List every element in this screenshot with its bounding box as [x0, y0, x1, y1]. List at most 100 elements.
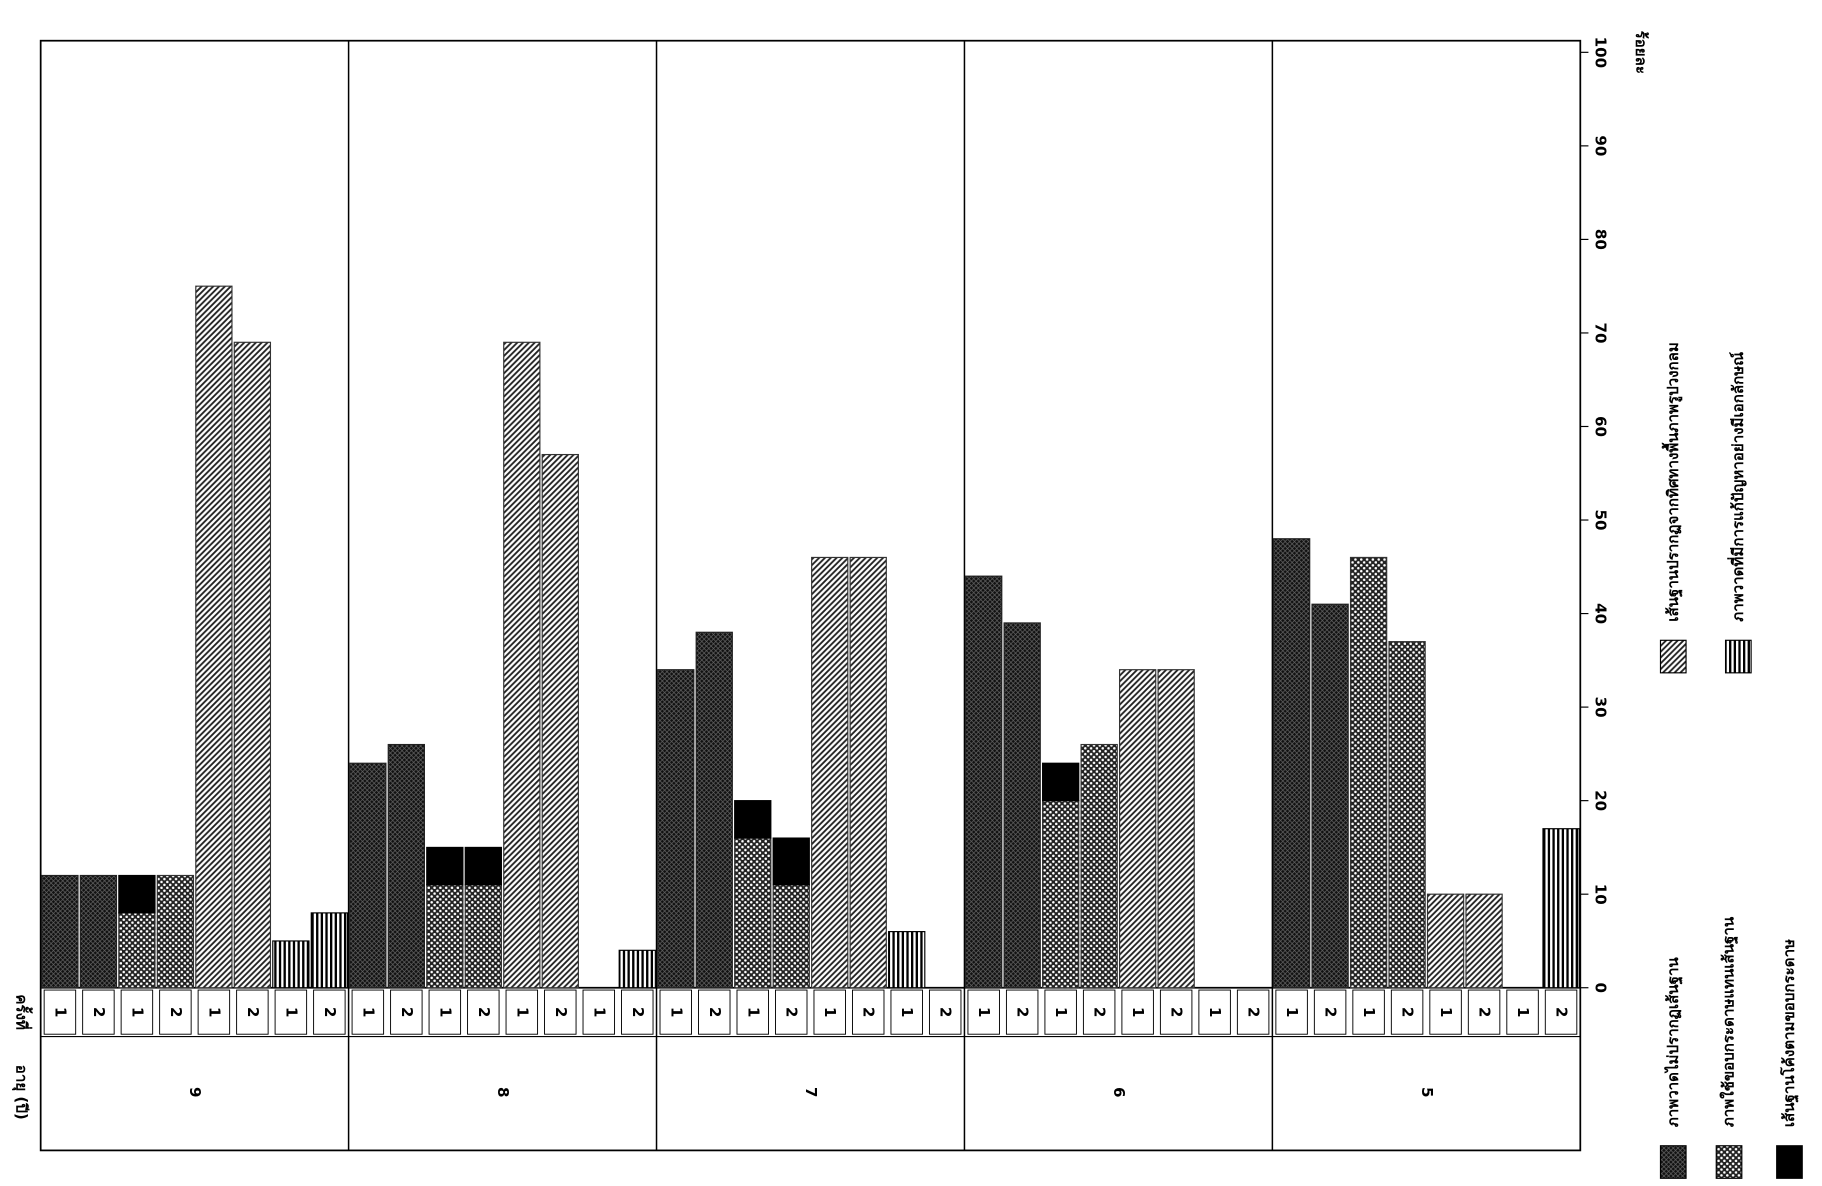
bar [464, 846, 502, 886]
bar [1272, 538, 1311, 989]
time-label: 2 [321, 1007, 339, 1018]
age-header: อายุ (ปี) [11, 1065, 30, 1120]
bar [272, 940, 310, 989]
time-label: 2 [398, 1007, 416, 1018]
time-cell [544, 989, 577, 1035]
y-tick-label: 100 [1592, 37, 1610, 69]
time-cell [43, 989, 77, 1035]
y-tick-label: 20 [1592, 790, 1610, 811]
time-cell [1082, 989, 1116, 1035]
legend-label: ภาพใช้ขอบกระดาษแทนเส้นฐาน [1719, 916, 1739, 1127]
time-cell [698, 989, 731, 1035]
bar [1542, 828, 1580, 989]
bar [426, 884, 464, 989]
legend-label: ภาพวาดไม่ปรากฏเส้นฐาน [1663, 957, 1683, 1128]
bar [387, 743, 425, 989]
time-label: 2 [244, 1007, 262, 1018]
bar [349, 762, 387, 989]
bar [811, 556, 849, 989]
y-axis-label: ร้อยละ [1632, 31, 1650, 74]
y-tick-label: 40 [1592, 603, 1610, 624]
bar [41, 874, 79, 989]
bar [503, 341, 541, 989]
time-label: 1 [1437, 1007, 1455, 1018]
time-label: 1 [975, 1007, 993, 1018]
legend-swatch [1659, 1145, 1687, 1179]
time-cell [851, 989, 885, 1035]
time-label: 1 [1360, 1007, 1378, 1018]
time-cell [1236, 989, 1270, 1035]
time-label: 1 [205, 1007, 223, 1018]
bar [1311, 603, 1349, 989]
time-cell [967, 989, 1000, 1035]
time-label: 1 [1283, 1007, 1301, 1018]
time-label: 1 [744, 1007, 762, 1018]
time-label: 2 [783, 1007, 801, 1018]
bar [695, 631, 733, 989]
time-cell [82, 989, 115, 1035]
time-cell [1044, 989, 1077, 1035]
age-label: 5 [1418, 1087, 1436, 1098]
y-tick-label: 80 [1592, 229, 1610, 250]
age-label: 6 [1110, 1087, 1128, 1098]
bar [1118, 669, 1157, 989]
time-label: 1 [1514, 1007, 1532, 1018]
bar [1349, 556, 1388, 989]
time-label: 1 [51, 1007, 69, 1018]
time-cell [1275, 989, 1308, 1035]
plot-frame [39, 39, 1582, 1152]
bar [734, 800, 772, 839]
bar [1465, 893, 1503, 989]
bar [734, 837, 772, 989]
legend-swatch [1659, 639, 1687, 674]
time-cell [1159, 989, 1193, 1035]
y-tick-label: 30 [1592, 697, 1610, 718]
age-label: 9 [186, 1087, 204, 1098]
time-label: 2 [1014, 1007, 1032, 1018]
time-cell [1198, 989, 1231, 1035]
time-cell [197, 989, 231, 1035]
time-label: 1 [821, 1007, 839, 1018]
time-label: 1 [1052, 1007, 1070, 1018]
bar [310, 912, 349, 989]
time-cell [659, 989, 692, 1035]
time-label: 1 [590, 1007, 608, 1018]
time-label: 1 [667, 1007, 685, 1018]
bar [195, 285, 233, 989]
age-label: 7 [802, 1087, 820, 1098]
time-label: 2 [706, 1007, 724, 1018]
bar [657, 669, 695, 989]
bar [426, 846, 464, 886]
time-label: 2 [629, 1007, 647, 1018]
time-cell [928, 989, 962, 1035]
time-label: 1 [436, 1007, 454, 1018]
bar [79, 874, 118, 989]
legend-swatch [1715, 1145, 1743, 1179]
time-label: 1 [359, 1007, 377, 1018]
y-tick-label: 60 [1592, 416, 1610, 437]
time-label: 1 [898, 1007, 916, 1018]
time-header: ครั้งที่ [12, 994, 33, 1030]
time-cell [351, 989, 385, 1035]
bar [118, 874, 156, 914]
bar [888, 931, 926, 989]
bar [1426, 893, 1465, 989]
bar [1157, 669, 1195, 989]
time-label: 2 [1322, 1007, 1340, 1018]
legend-swatch [1724, 639, 1752, 674]
y-tick-label: 90 [1592, 135, 1610, 156]
bar [965, 575, 1003, 989]
bar [772, 884, 810, 989]
time-cell [736, 989, 769, 1035]
y-tick-label: 70 [1592, 322, 1610, 343]
time-cell [775, 989, 808, 1035]
bar [1080, 743, 1118, 989]
time-cell [313, 989, 346, 1035]
time-cell [890, 989, 923, 1035]
legend-swatch [1776, 1145, 1803, 1179]
time-cell [1506, 989, 1539, 1035]
time-cell [621, 989, 654, 1035]
time-label: 2 [1399, 1007, 1417, 1018]
bar [464, 884, 502, 989]
y-tick-label: 10 [1592, 884, 1610, 905]
